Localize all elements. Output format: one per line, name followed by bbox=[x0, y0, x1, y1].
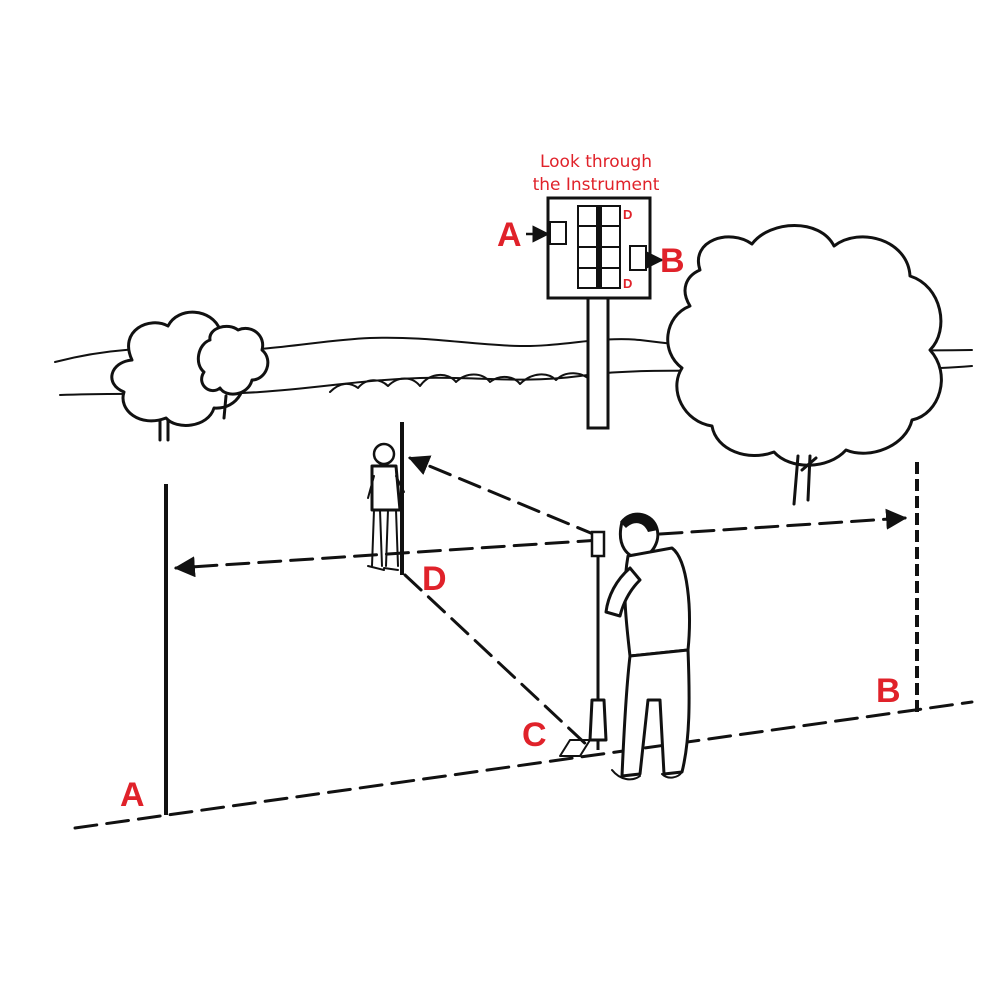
label-point-a: A bbox=[120, 776, 145, 814]
tree-left-trunk bbox=[158, 418, 170, 442]
tree-left-2 bbox=[196, 324, 270, 396]
caption-line-2: the Instrument bbox=[533, 175, 660, 195]
plumb-bob bbox=[588, 698, 608, 742]
tree-right-trunk bbox=[792, 454, 818, 506]
surveyor-figure bbox=[559, 512, 691, 781]
inset-label-d-bottom: D bbox=[623, 276, 632, 291]
inset-label-a: A bbox=[497, 216, 522, 254]
inset-pole bbox=[586, 296, 610, 430]
label-point-c: C bbox=[522, 716, 547, 754]
instrument-inset: A B D D bbox=[497, 196, 685, 300]
surveyor-hair bbox=[620, 514, 658, 532]
sight-line-to-a bbox=[173, 538, 602, 578]
label-point-b: B bbox=[876, 672, 901, 710]
inset-label-d-top: D bbox=[623, 207, 632, 222]
caption-line-1: Look through bbox=[540, 152, 652, 172]
bushes bbox=[329, 372, 591, 393]
sight-line-to-d bbox=[408, 455, 600, 538]
inset-window-b bbox=[629, 245, 647, 271]
chain-line-ab bbox=[73, 700, 974, 830]
inset-label-b: B bbox=[660, 242, 685, 280]
tree-right bbox=[666, 224, 943, 467]
assistant-figure bbox=[367, 442, 405, 571]
inset-window-a bbox=[549, 221, 567, 245]
label-point-d: D bbox=[422, 560, 447, 598]
offset-line-dc bbox=[403, 573, 592, 750]
tree-left-2-trunk bbox=[222, 394, 228, 420]
optical-square bbox=[590, 530, 606, 558]
sight-line-to-b bbox=[658, 508, 908, 536]
